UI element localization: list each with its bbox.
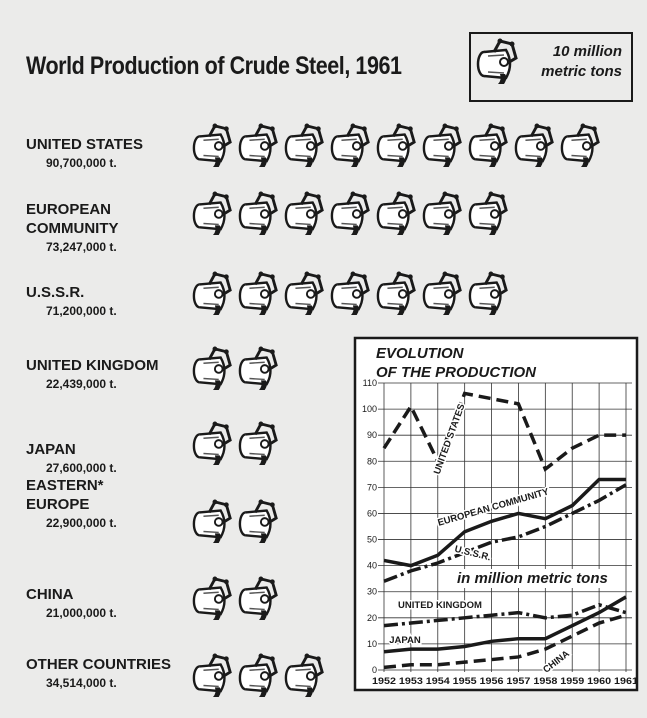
pictogram-icon — [332, 272, 368, 315]
x-tick-label: 1953 — [399, 676, 423, 687]
x-tick-label: 1961 — [614, 676, 639, 687]
x-tick-label: 1956 — [480, 676, 504, 687]
pictogram-icon — [194, 422, 230, 465]
pictogram-icon — [378, 124, 414, 167]
legend-label: 10 million metric tons — [536, 42, 622, 82]
pictogram-icon — [194, 654, 230, 697]
annotation: in million metric tons — [454, 569, 611, 588]
y-tick-label: 100 — [362, 404, 377, 414]
pictogram-icon — [516, 192, 552, 235]
y-tick-label: 70 — [367, 482, 377, 492]
row-value: 22,900,000 t. — [26, 514, 117, 532]
pictogram-icon — [516, 272, 552, 315]
pictogram-icon — [286, 124, 322, 167]
row-label: UNITED KINGDOM — [26, 356, 159, 375]
row-value: 90,700,000 t. — [26, 154, 143, 172]
x-tick-label: 1959 — [560, 676, 584, 687]
pictogram-icon — [240, 192, 276, 235]
row-block: U.S.S.R.71,200,000 t. — [26, 283, 117, 320]
y-tick-label: 20 — [367, 613, 377, 623]
x-tick-label: 1957 — [506, 676, 530, 687]
pictogram-icon — [240, 272, 276, 315]
row-label: JAPAN — [26, 440, 117, 459]
pictogram-icon — [194, 272, 230, 315]
pictogram-icon — [194, 192, 230, 235]
y-tick-label: 40 — [367, 561, 377, 571]
pictogram-icon — [378, 272, 414, 315]
y-tick-label: 50 — [367, 535, 377, 545]
y-tick-label: 0 — [372, 665, 377, 675]
pictogram-icon — [240, 422, 276, 465]
pictogram-icon — [378, 192, 414, 235]
pictogram-icon — [286, 500, 322, 543]
pictogram-icon — [470, 272, 506, 315]
pictogram-icon — [332, 192, 368, 235]
pictogram-icon — [240, 654, 276, 697]
chart-title: World Production of Crude Steel, 1961 — [26, 52, 402, 81]
row-label: UNITED STATES — [26, 135, 143, 154]
x-tick-label: 1954 — [426, 676, 451, 687]
pictogram-icon — [194, 577, 230, 620]
row-label: U.S.S.R. — [26, 283, 117, 302]
pictogram-icon — [240, 124, 276, 167]
row-value: 73,247,000 t. — [26, 238, 119, 256]
row-block: OTHER COUNTRIES34,514,000 t. — [26, 655, 171, 692]
pictogram-icon — [286, 192, 322, 235]
pictogram-icon — [240, 577, 276, 620]
pictogram-icon — [424, 124, 460, 167]
series-label: UNITED KINGDOM — [398, 600, 482, 611]
row-label: EUROPEAN COMMUNITY — [26, 200, 119, 238]
row-label: CHINA — [26, 585, 117, 604]
inset-title: EVOLUTION OF THE PRODUCTION — [376, 344, 536, 382]
pictogram-icon — [240, 347, 276, 390]
y-tick-label: 110 — [363, 378, 377, 388]
row-value: 22,439,000 t. — [26, 375, 159, 393]
pictogram-icon — [286, 422, 322, 465]
row-value: 21,000,000 t. — [26, 604, 117, 622]
x-tick-label: 1952 — [372, 676, 396, 687]
x-tick-label: 1958 — [533, 676, 557, 687]
y-tick-label: 80 — [367, 456, 377, 466]
legend-icon — [478, 39, 516, 85]
pictogram-icon — [608, 124, 644, 167]
pictogram-icon — [286, 272, 322, 315]
x-tick-label: 1955 — [453, 676, 478, 687]
pictogram-icon — [240, 500, 276, 543]
pictogram-icon — [194, 347, 230, 390]
y-tick-label: 90 — [367, 430, 377, 440]
pictogram-icon — [562, 124, 598, 167]
y-tick-label: 60 — [367, 508, 377, 518]
series-label: JAPAN — [389, 635, 421, 646]
row-value: 34,514,000 t. — [26, 674, 171, 692]
pictogram-icon — [470, 124, 506, 167]
row-value: 27,600,000 t. — [26, 459, 117, 477]
pictogram-icon — [424, 272, 460, 315]
y-tick-label: 10 — [367, 639, 377, 649]
pictogram-icon — [286, 654, 322, 697]
pictogram-icon — [286, 577, 322, 620]
row-value: 71,200,000 t. — [26, 302, 117, 320]
pictogram-icon — [424, 192, 460, 235]
pictogram-icon — [194, 124, 230, 167]
row-label: EASTERN* EUROPE — [26, 476, 117, 514]
pictogram-icon — [332, 124, 368, 167]
pictogram-icon — [470, 192, 506, 235]
pictogram-icon — [194, 500, 230, 543]
row-label: OTHER COUNTRIES — [26, 655, 171, 674]
y-tick-label: 30 — [367, 587, 377, 597]
page: 0102030405060708090100110195219531954195… — [0, 0, 647, 718]
x-tick-label: 1960 — [587, 676, 611, 687]
pictogram-icon — [286, 347, 322, 390]
pictogram-icon — [516, 124, 552, 167]
